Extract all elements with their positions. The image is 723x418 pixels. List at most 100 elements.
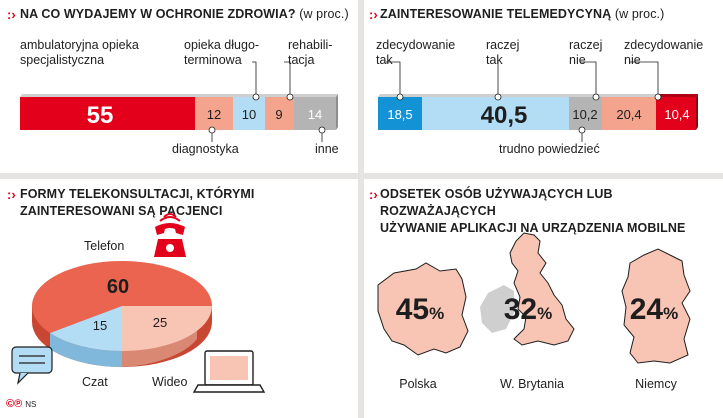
label-line: raczej (569, 38, 603, 52)
label-great-britain: W. Brytania (500, 377, 564, 391)
label-line: nie (624, 53, 641, 67)
connector-line (630, 61, 659, 95)
label-czat: Czat (82, 375, 108, 389)
connector-line (580, 61, 597, 95)
connector-dot (318, 126, 326, 134)
bar-ambulatory (20, 97, 195, 130)
label-line: nie (569, 53, 586, 67)
value-rather-no: 20,4 (616, 107, 641, 122)
label-poland: Polska (399, 377, 437, 391)
value-longterm: 10 (242, 107, 256, 122)
label-other: inne (315, 142, 339, 156)
label-rather-yes: raczej tak (486, 38, 519, 68)
label-line: specjalistyczna (20, 53, 105, 67)
poland-map-shape (377, 262, 469, 356)
label-ambulatory: ambulatoryjna opieka specjalistyczna (20, 38, 139, 68)
label-line: ambulatoryjna opieka (20, 38, 139, 52)
bar-chart-spending: 55 12 10 9 14 (20, 61, 338, 142)
bar-definitely-yes (378, 97, 422, 130)
bar-end-face (336, 94, 338, 130)
value-germany: 24 (630, 293, 664, 326)
unit-text: (w proc.) (299, 7, 349, 21)
label-line: rehabili- (288, 38, 333, 52)
pct-sign: % (663, 304, 678, 323)
laptop-icon (192, 350, 266, 393)
germany-map-shape (621, 248, 691, 364)
connector-dot (578, 126, 586, 134)
label-line: opieka długo- (184, 38, 260, 52)
panel-title: Zainteresowanie telemedycyną (w proc.) (380, 6, 664, 23)
panel-title: Na co wydajemy w ochronie zdrowia? (w pr… (20, 6, 349, 23)
label-line: zdecydowanie (624, 38, 704, 52)
bar-chart-telemedicine: 18,5 40,5 10,2 20,4 10,4 (378, 61, 698, 142)
bar-other (294, 97, 336, 130)
label-line: terminowa (184, 53, 242, 67)
title-text: Zainteresowanie telemedycyną (380, 7, 612, 21)
bar-rather-yes (422, 97, 569, 130)
bar-diagnostics (195, 97, 233, 130)
label-diagnostics: diagnostyka (172, 142, 239, 156)
label-line: tak (486, 53, 503, 67)
bar-hard-to-say (569, 97, 602, 130)
value-great-britain: 32 (504, 293, 537, 326)
unit-text: (w proc.) (614, 7, 665, 21)
title-text: Na co wydajemy w ochronie zdrowia? (20, 7, 296, 21)
label-rehab: rehabili- tacja (288, 38, 332, 68)
connector-dot (208, 126, 216, 134)
value-definitely-no: 10,4 (664, 107, 689, 122)
value-wideo: 25 (153, 315, 167, 330)
pie-depth-blue (50, 333, 122, 367)
connector-dot (286, 93, 294, 101)
ireland-map-shape (480, 285, 514, 333)
pie-slice-telefon (32, 261, 213, 333)
label-line: zdecydowanie (376, 38, 456, 52)
svg-text:45%: 45% (396, 293, 445, 326)
panel-health-spending: :› Na co wydajemy w ochronie zdrowia? (w… (0, 0, 358, 173)
label-hard-to-say: trudno powiedzieć (499, 142, 600, 156)
panel-teleconsultation-forms: :› Formy telekonsultacji, którymi zainte… (0, 179, 358, 418)
connector-dot (396, 93, 404, 101)
pct-sign: % (537, 304, 552, 323)
title-line: używanie aplikacji na urządzenia mobilne (380, 221, 686, 235)
bullet-icon: :› (7, 187, 16, 202)
bullet-icon: :› (369, 7, 378, 22)
value-hard-to-say: 10,2 (572, 107, 597, 122)
chat-icon (11, 346, 53, 385)
connector-dot (654, 93, 662, 101)
pie-slice-czat (50, 306, 122, 351)
bar-top-face (656, 94, 698, 97)
label-rather-no: raczej nie (569, 38, 602, 68)
pie-chart-teleconsultation: 60 15 25 (11, 213, 266, 393)
bar-definitely-no (656, 97, 696, 130)
svg-text:24%: 24% (630, 293, 679, 326)
copyright-footer: ©℗ NS (6, 398, 36, 410)
pie-slice-wideo (122, 306, 212, 351)
bullet-icon: :› (7, 7, 16, 22)
value-rehab: 9 (275, 107, 282, 122)
author-credit: NS (25, 400, 37, 409)
value-poland: 45 (396, 293, 429, 326)
label-line: raczej (486, 38, 520, 52)
bar-end-face (696, 94, 698, 130)
svg-text:32%: 32% (504, 293, 553, 326)
value-definitely-yes: 18,5 (387, 107, 412, 122)
panel-title: Odsetek osób używających lub rozważający… (380, 186, 723, 237)
bar-top-face (378, 94, 658, 97)
value-czat: 15 (93, 318, 107, 333)
bar-rather-no (602, 97, 656, 130)
panel-mobile-apps: :› Odsetek osób używających lub rozważaj… (364, 179, 723, 418)
label-longterm: opieka długo- terminowa (184, 38, 259, 68)
connector-line (386, 61, 401, 97)
title-line: Odsetek osób używających lub rozważający… (380, 187, 613, 218)
connector-line (284, 61, 291, 95)
label-telefon: Telefon (84, 239, 125, 253)
label-definitely-no: zdecydowanie nie (624, 38, 703, 68)
bar-rehab (265, 97, 294, 130)
connector-dot (592, 93, 600, 101)
value-rather-yes: 40,5 (481, 102, 528, 129)
value-ambulatory: 55 (87, 102, 114, 129)
title-line: Formy telekonsultacji, którymi (20, 187, 255, 201)
value-diagnostics: 12 (207, 107, 221, 122)
connector-line (252, 61, 257, 95)
label-line: tak (376, 53, 393, 67)
